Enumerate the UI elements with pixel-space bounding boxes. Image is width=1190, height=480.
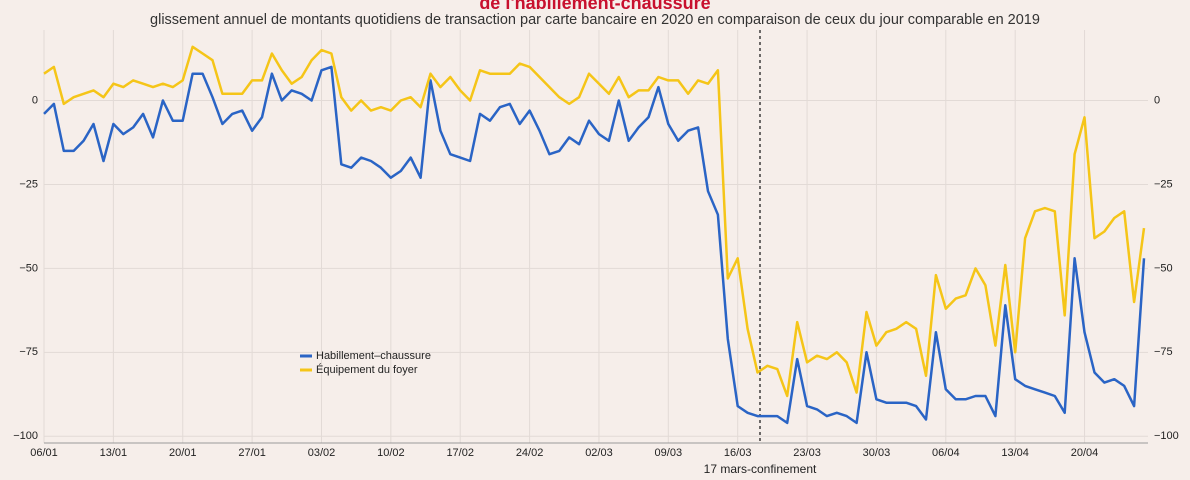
y-tick-label: −50 — [19, 262, 38, 274]
x-tick-label: 03/02 — [308, 447, 336, 459]
x-tick-label: 13/04 — [1001, 447, 1029, 459]
x-tick-label: 06/01 — [30, 447, 58, 459]
x-tick-label: 27/01 — [238, 447, 266, 459]
y-tick-label: −25 — [19, 178, 38, 190]
x-tick-label: 09/03 — [655, 447, 683, 459]
x-tick-label: 20/04 — [1071, 447, 1099, 459]
legend-label: Équipement du foyer — [316, 363, 418, 376]
x-tick-label: 24/02 — [516, 447, 544, 459]
x-tick-label: 17/02 — [446, 447, 474, 459]
chart-subtitle: glissement annuel de montants quotidiens… — [150, 12, 1040, 28]
x-tick-label: 10/02 — [377, 447, 405, 459]
x-tick-label: 02/03 — [585, 447, 613, 459]
y2-tick-label: 0 — [1154, 94, 1160, 106]
y-tick-label: −100 — [13, 430, 38, 442]
x-tick-label: 13/01 — [100, 447, 128, 459]
x-tick-label: 23/03 — [793, 447, 821, 459]
y2-tick-label: −75 — [1154, 346, 1173, 358]
y-tick-label: −75 — [19, 346, 38, 358]
chart-title: de l'habillement-chaussure — [479, 0, 710, 13]
y2-tick-label: −100 — [1154, 430, 1179, 442]
x-tick-label: 30/03 — [863, 447, 891, 459]
x-tick-label: 06/04 — [932, 447, 960, 459]
series-line — [43, 45, 1146, 398]
y2-tick-label: −25 — [1154, 178, 1173, 190]
y-tick-label: 0 — [32, 94, 38, 106]
x-tick-label: 20/01 — [169, 447, 197, 459]
y2-tick-label: −50 — [1154, 262, 1173, 274]
annotation: 17 mars-confinement — [704, 462, 817, 476]
series-line — [43, 65, 1146, 425]
x-tick-label: 16/03 — [724, 447, 752, 459]
legend-label: Habillement–chaussure — [316, 350, 431, 362]
